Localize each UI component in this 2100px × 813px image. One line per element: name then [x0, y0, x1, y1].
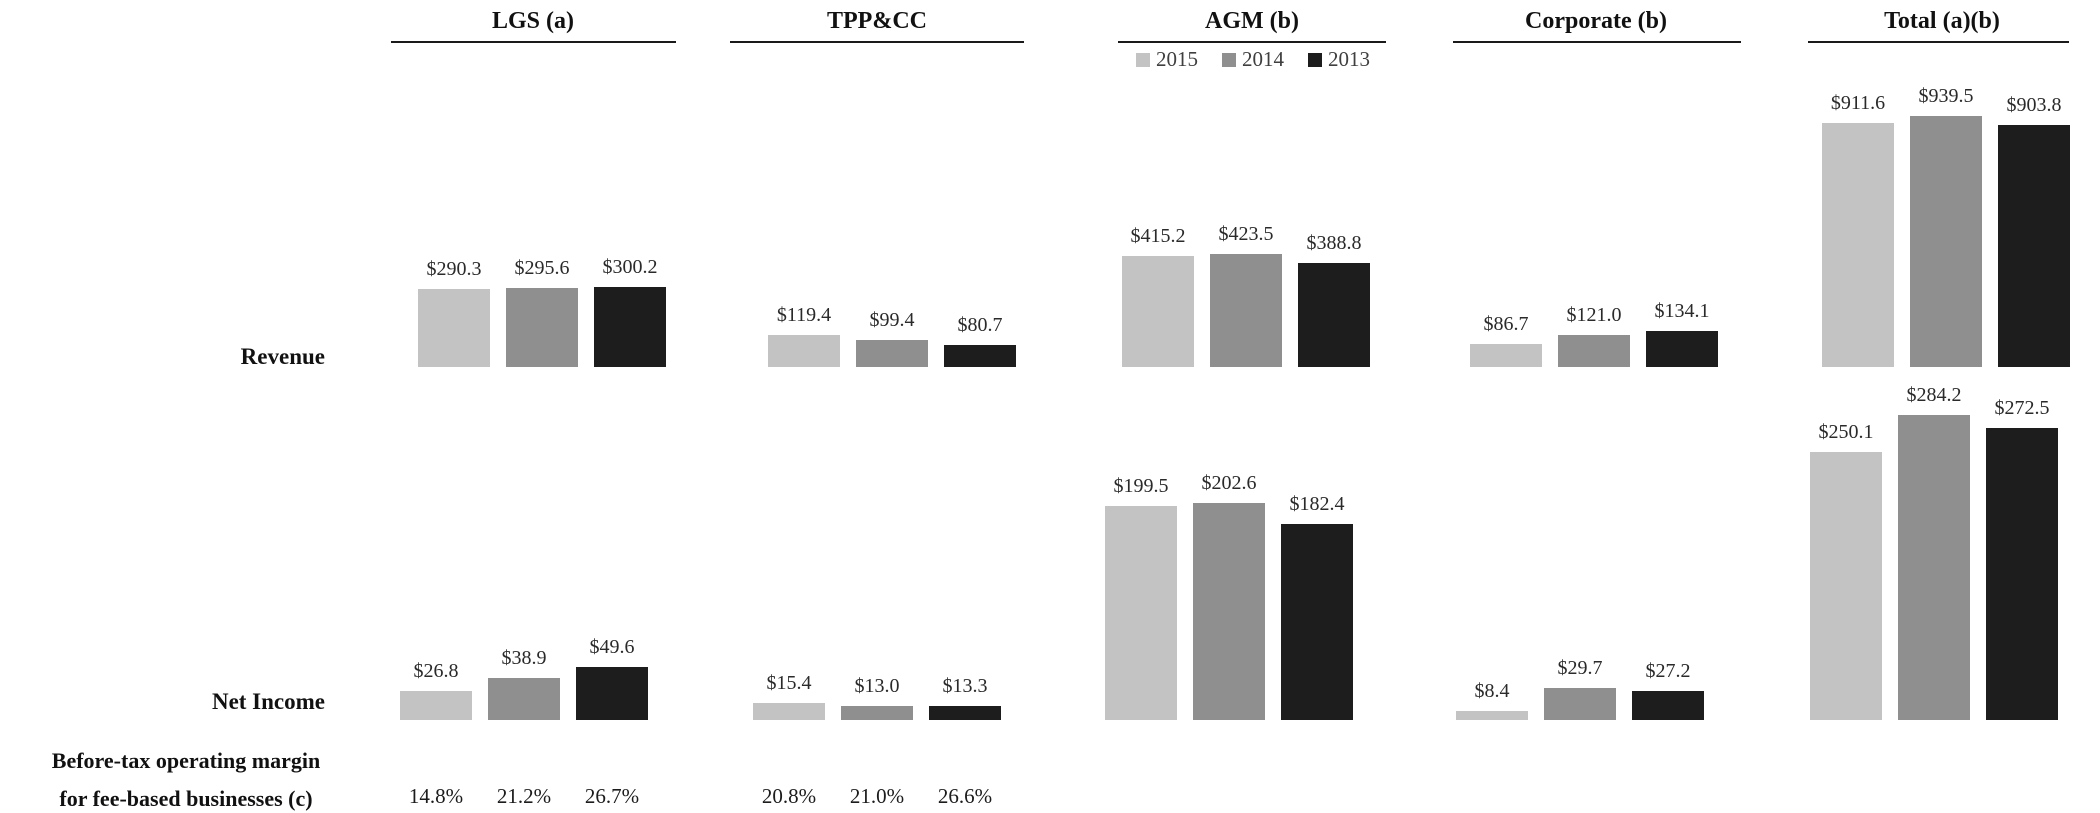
net-income-value-label: $284.2 — [1906, 384, 1962, 406]
revenue-bar-lgs-a-2013 — [594, 287, 666, 367]
net-income-bar-agm-b-2014 — [1193, 503, 1265, 720]
revenue-value-label: $423.5 — [1218, 223, 1274, 245]
net-income-bar-total-a-b-2014 — [1898, 415, 1970, 720]
revenue-bar-corporate-b-2013 — [1646, 331, 1718, 367]
net-income-value-label: $182.4 — [1289, 493, 1345, 515]
revenue-bar-tpp-cc-2013 — [944, 345, 1016, 367]
revenue-value-label: $134.1 — [1654, 300, 1710, 322]
revenue-bar-lgs-a-2014 — [506, 288, 578, 367]
revenue-value-label: $911.6 — [1830, 92, 1886, 114]
legend-year-label: 2014 — [1242, 47, 1284, 71]
revenue-value-label: $415.2 — [1130, 225, 1186, 247]
group-header-underline — [391, 41, 676, 43]
net-income-bar-corporate-b-2014 — [1544, 688, 1616, 720]
revenue-bar-agm-b-2015 — [1122, 256, 1194, 367]
net-income-value-label: $27.2 — [1645, 660, 1691, 682]
net-income-value-label: $13.3 — [942, 675, 988, 697]
revenue-bar-agm-b-2014 — [1210, 254, 1282, 367]
revenue-bar-tpp-cc-2015 — [768, 335, 840, 367]
revenue-bar-tpp-cc-2014 — [856, 340, 928, 367]
revenue-value-label: $295.6 — [514, 257, 570, 279]
margin-pct-tpp-cc-2015: 20.8% — [761, 784, 817, 808]
revenue-value-label: $903.8 — [2006, 94, 2062, 116]
revenue-row-label: Revenue — [240, 344, 325, 369]
revenue-value-label: $939.5 — [1918, 85, 1974, 107]
net-income-bar-corporate-b-2013 — [1632, 691, 1704, 720]
net-income-value-label: $199.5 — [1113, 475, 1169, 497]
margin-pct-lgs-a-2015: 14.8% — [408, 784, 464, 808]
net-income-value-label: $250.1 — [1818, 421, 1874, 443]
revenue-bar-corporate-b-2015 — [1470, 344, 1542, 367]
net-income-value-label: $38.9 — [501, 647, 547, 669]
group-header-total-a-b: Total (a)(b) — [1884, 8, 2000, 34]
net-income-bar-tpp-cc-2014 — [841, 706, 913, 720]
margin-row-label-line2: for fee-based businesses (c) — [59, 786, 313, 811]
net-income-bar-total-a-b-2015 — [1810, 452, 1882, 720]
revenue-bar-total-a-b-2015 — [1822, 123, 1894, 367]
net-income-row-label: Net Income — [211, 689, 325, 714]
legend-year-label: 2013 — [1328, 47, 1370, 71]
legend: 2015 2014 2013 — [1108, 49, 1398, 70]
revenue-bar-lgs-a-2015 — [418, 289, 490, 367]
revenue-value-label: $388.8 — [1306, 232, 1362, 254]
margin-pct-lgs-a-2014: 21.2% — [496, 784, 552, 808]
legend-item-2013: 2013 — [1308, 49, 1370, 70]
margin-pct-tpp-cc-2014: 21.0% — [849, 784, 905, 808]
net-income-bar-total-a-b-2013 — [1986, 428, 2058, 720]
legend-swatch-icon — [1136, 52, 1150, 67]
group-header-corporate-b: Corporate (b) — [1525, 8, 1667, 34]
net-income-bar-tpp-cc-2013 — [929, 706, 1001, 720]
legend-swatch-icon — [1308, 52, 1322, 67]
group-header-underline — [1808, 41, 2069, 43]
net-income-value-label: $13.0 — [854, 675, 900, 697]
net-income-bar-lgs-a-2015 — [400, 691, 472, 720]
revenue-value-label: $121.0 — [1566, 304, 1622, 326]
group-header-lgs-a: LGS (a) — [491, 8, 574, 34]
net-income-value-label: $15.4 — [766, 672, 812, 694]
revenue-bar-total-a-b-2013 — [1998, 125, 2070, 367]
group-header-tpp-cc: TPP&CC — [827, 8, 927, 34]
group-header-agm-b: AGM (b) — [1205, 8, 1299, 34]
revenue-value-label: $300.2 — [602, 256, 658, 278]
net-income-bar-agm-b-2013 — [1281, 524, 1353, 720]
margin-pct-lgs-a-2013: 26.7% — [584, 784, 640, 808]
group-header-underline — [730, 41, 1024, 43]
margin-pct-tpp-cc-2013: 26.6% — [937, 784, 993, 808]
net-income-bar-tpp-cc-2015 — [753, 703, 825, 720]
revenue-value-label: $290.3 — [426, 258, 482, 280]
revenue-value-label: $119.4 — [776, 304, 832, 326]
group-header-underline — [1118, 41, 1386, 43]
net-income-value-label: $49.6 — [589, 636, 635, 658]
revenue-value-label: $80.7 — [957, 314, 1003, 336]
net-income-value-label: $8.4 — [1474, 680, 1510, 702]
net-income-bar-corporate-b-2015 — [1456, 711, 1528, 720]
net-income-bar-lgs-a-2014 — [488, 678, 560, 720]
revenue-value-label: $86.7 — [1483, 313, 1529, 335]
legend-year-label: 2015 — [1156, 47, 1198, 71]
net-income-value-label: $29.7 — [1557, 657, 1603, 679]
revenue-value-label: $99.4 — [869, 309, 915, 331]
net-income-bar-lgs-a-2013 — [576, 667, 648, 720]
margin-row-label-line1: Before-tax operating margin — [51, 748, 321, 773]
revenue-bar-corporate-b-2014 — [1558, 335, 1630, 367]
legend-item-2015: 2015 — [1136, 49, 1198, 70]
revenue-bar-total-a-b-2014 — [1910, 116, 1982, 367]
revenue-bar-agm-b-2013 — [1298, 263, 1370, 367]
legend-swatch-icon — [1222, 52, 1236, 67]
net-income-value-label: $272.5 — [1994, 397, 2050, 419]
group-header-underline — [1453, 41, 1741, 43]
net-income-value-label: $202.6 — [1201, 472, 1257, 494]
net-income-bar-agm-b-2015 — [1105, 506, 1177, 720]
legend-item-2014: 2014 — [1222, 49, 1284, 70]
net-income-value-label: $26.8 — [413, 660, 459, 682]
